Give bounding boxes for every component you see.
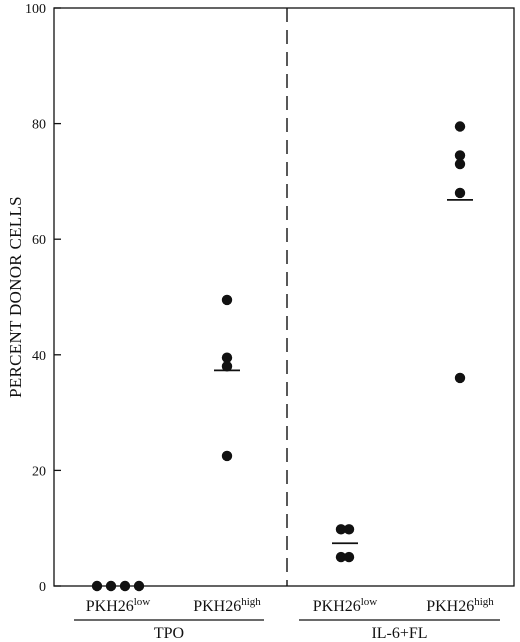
y-tick-label: 40: [32, 349, 46, 364]
data-point: [454, 187, 466, 199]
data-point: [221, 450, 233, 462]
data-point: [221, 294, 233, 306]
data-point: [454, 150, 466, 161]
category-label: PKH26low: [86, 596, 151, 615]
data-point: [91, 580, 103, 592]
y-axis-title: PERCENT DONOR CELLS: [6, 196, 25, 398]
group-label: IL-6+FL: [371, 625, 427, 642]
y-axis: 0 20 40 60 80 100: [25, 2, 61, 595]
data-point: [454, 372, 466, 384]
data-point: [335, 551, 347, 563]
category-label-base: PKH26: [426, 598, 474, 615]
data-point: [221, 352, 233, 363]
data-point: [454, 121, 466, 132]
data-point: [454, 158, 466, 170]
y-tick-label: 20: [32, 464, 46, 479]
category-label: PKH26high: [193, 596, 261, 615]
y-tick-label: 100: [25, 2, 46, 17]
category-label-superscript: low: [134, 596, 151, 608]
data-point: [133, 580, 145, 592]
data-point: [343, 524, 355, 535]
y-tick-label: 80: [32, 118, 46, 133]
data-point: [335, 524, 347, 535]
category-label-superscript: high: [241, 596, 261, 608]
data-point: [343, 551, 355, 563]
category-label-base: PKH26: [313, 598, 361, 615]
group-label: TPO: [154, 625, 184, 642]
y-tick-label: 0: [39, 580, 46, 595]
data-point: [221, 361, 233, 372]
y-tick-label: 60: [32, 233, 46, 248]
category-label-superscript: high: [474, 596, 494, 608]
data-point: [119, 580, 131, 592]
category-label: PKH26low: [313, 596, 378, 615]
category-label-superscript: low: [361, 596, 378, 608]
category-label-base: PKH26: [193, 598, 241, 615]
data-point: [105, 580, 117, 592]
category-label: PKH26high: [426, 596, 494, 615]
data-marks: [91, 121, 473, 592]
category-label-base: PKH26: [86, 598, 134, 615]
plot-frame: [53, 7, 515, 587]
